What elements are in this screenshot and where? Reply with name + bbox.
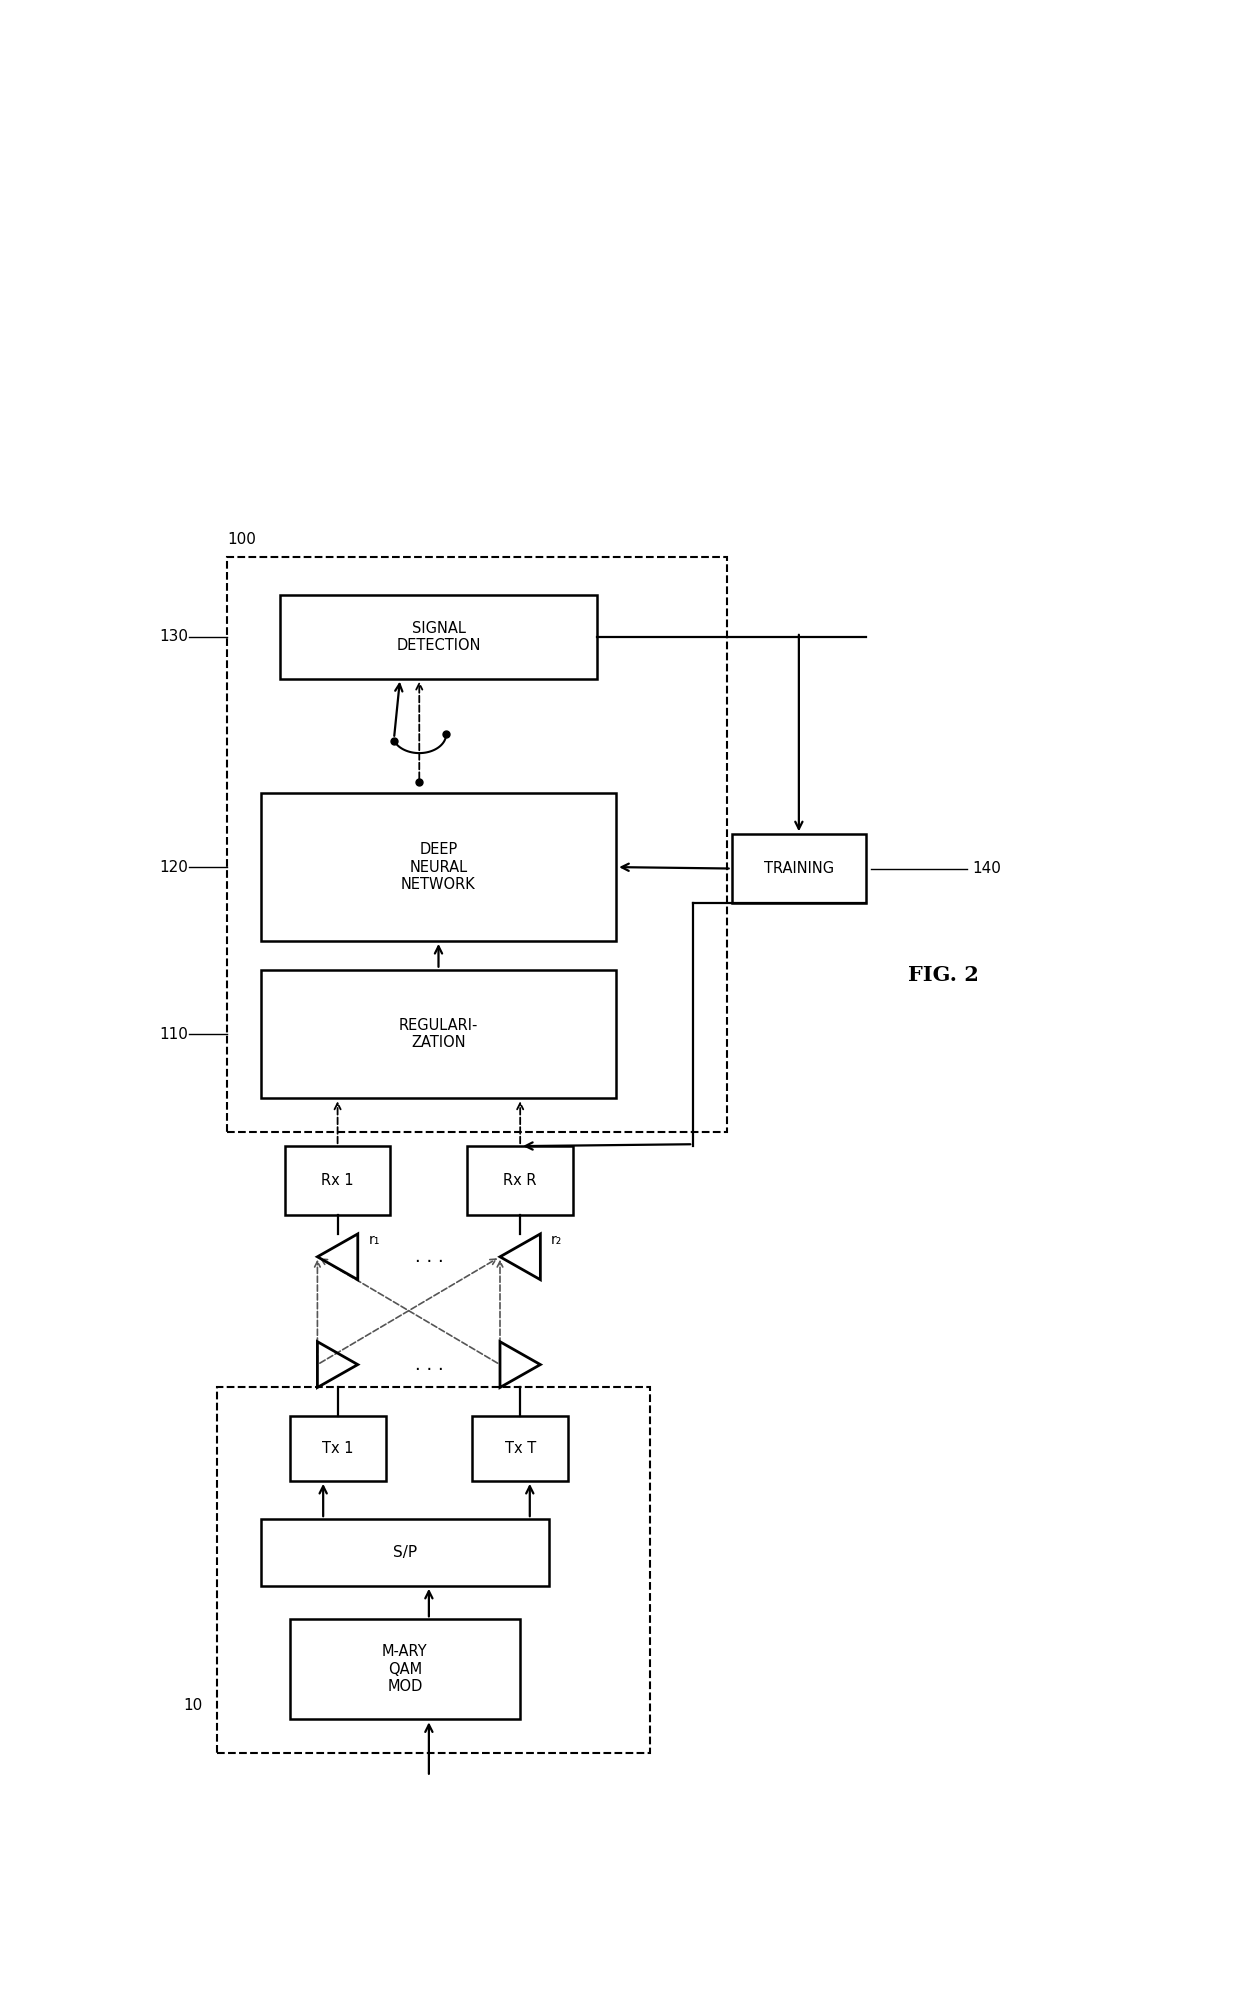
Text: 140: 140 — [972, 861, 1001, 875]
Text: 110: 110 — [160, 1026, 188, 1042]
Bar — [289, 1620, 521, 1720]
Bar — [227, 556, 727, 1132]
Text: r₁: r₁ — [368, 1232, 379, 1246]
Text: . . .: . . . — [414, 1355, 443, 1373]
Text: Rx R: Rx R — [503, 1172, 537, 1188]
Text: TRAINING: TRAINING — [764, 861, 835, 875]
Text: r₂: r₂ — [551, 1232, 562, 1246]
Bar — [260, 969, 616, 1098]
Text: REGULARI-
ZATION: REGULARI- ZATION — [399, 1018, 479, 1050]
Bar — [289, 1417, 386, 1481]
Text: FIG. 2: FIG. 2 — [908, 965, 978, 985]
Bar — [467, 1146, 573, 1214]
Bar — [217, 1387, 650, 1752]
Bar — [472, 1417, 568, 1481]
Text: DEEP
NEURAL
NETWORK: DEEP NEURAL NETWORK — [401, 843, 476, 891]
Text: M-ARY
QAM
MOD: M-ARY QAM MOD — [382, 1644, 428, 1694]
Bar — [285, 1146, 391, 1214]
Bar — [732, 835, 867, 903]
Bar — [260, 793, 616, 941]
Text: SIGNAL
DETECTION: SIGNAL DETECTION — [397, 620, 481, 652]
Text: 10: 10 — [184, 1698, 203, 1712]
Text: 130: 130 — [160, 630, 188, 644]
Text: 120: 120 — [160, 859, 188, 875]
Text: 100: 100 — [227, 532, 255, 548]
Bar — [260, 1519, 549, 1586]
Text: Tx 1: Tx 1 — [322, 1441, 353, 1455]
Text: . . .: . . . — [414, 1248, 443, 1266]
Text: Tx T: Tx T — [505, 1441, 536, 1455]
Text: S/P: S/P — [393, 1545, 417, 1559]
Bar — [280, 594, 596, 678]
Text: Rx 1: Rx 1 — [321, 1172, 353, 1188]
